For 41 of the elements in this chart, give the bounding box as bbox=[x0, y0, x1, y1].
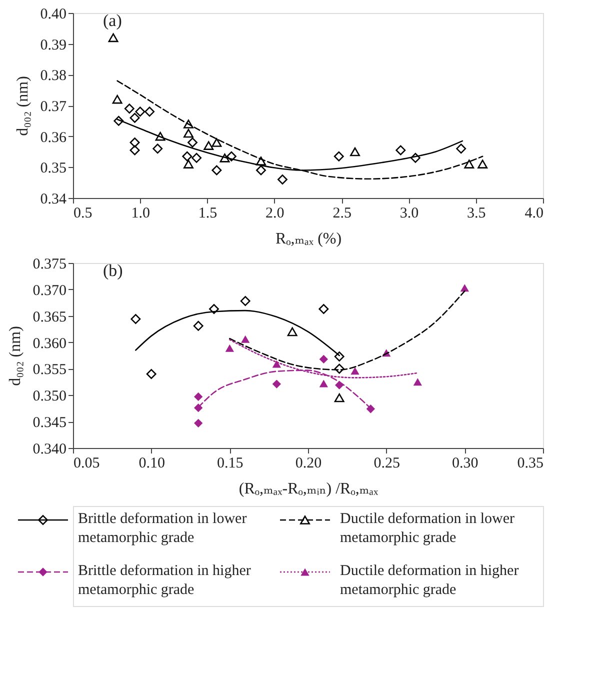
y-tick-label: 0.40 bbox=[40, 6, 66, 22]
y-tick-label: 0.36 bbox=[40, 130, 67, 146]
y-tick-label: 0.35 bbox=[40, 160, 66, 177]
y-axis-title: d₀₀₂ (nm) bbox=[14, 76, 32, 136]
y-tick-label: 0.38 bbox=[40, 68, 66, 84]
x-tick-label: 3.0 bbox=[400, 206, 419, 222]
legend-label: Ductile deformation in lower metamorphic grade bbox=[340, 511, 515, 546]
y-tick-label: 0.39 bbox=[40, 37, 66, 54]
x-axis-title: Rₒ,ₘₐₓ (%) bbox=[275, 230, 342, 248]
y-tick-label: 0.370 bbox=[32, 282, 66, 299]
x-tick-label: 0.15 bbox=[217, 456, 244, 472]
x-tick-label: 0.5 bbox=[74, 206, 92, 222]
legend-label: Ductile deformation in higher metamorphic grade bbox=[340, 563, 519, 598]
x-tick-label: 0.35 bbox=[517, 456, 544, 472]
x-tick-label: 0.20 bbox=[295, 456, 322, 472]
x-tick-label: 0.10 bbox=[138, 456, 165, 472]
x-tick-label: 1.5 bbox=[198, 206, 218, 222]
x-axis-title: (Rₒ,ₘₐₓ-Rₒ,ₘᵢₙ) /Rₒ,ₘₐₓ bbox=[238, 480, 378, 498]
legend-label: Brittle deformation in higher metamorphic grade bbox=[78, 563, 251, 598]
y-tick-label: 0.37 bbox=[40, 99, 67, 115]
chart-title: (a) bbox=[103, 11, 122, 30]
x-tick-label: 2.0 bbox=[266, 206, 284, 222]
y-tick-label: 0.340 bbox=[32, 442, 66, 458]
y-axis-title: d₀₀₂ (nm) bbox=[6, 326, 24, 386]
x-tick-label: 1.0 bbox=[131, 206, 150, 222]
legend-label: Brittle deformation in lower metamorphic grade bbox=[78, 511, 247, 546]
y-tick-label: 0.355 bbox=[32, 362, 66, 378]
x-tick-label: 2.5 bbox=[332, 206, 352, 222]
y-tick-label: 0.350 bbox=[32, 388, 66, 405]
y-tick-label: 0.360 bbox=[32, 336, 66, 352]
x-tick-label: 0.05 bbox=[74, 456, 100, 472]
y-tick-label: 0.345 bbox=[32, 415, 66, 432]
y-tick-label: 0.34 bbox=[40, 192, 67, 208]
line-series bbox=[116, 80, 484, 180]
chart-title: (b) bbox=[103, 261, 123, 280]
y-tick-label: 0.365 bbox=[32, 309, 66, 326]
x-tick-label: 0.30 bbox=[452, 456, 478, 472]
x-tick-label: 4.0 bbox=[524, 206, 544, 222]
y-tick-label: 0.375 bbox=[32, 256, 66, 272]
x-tick-label: 3.5 bbox=[466, 206, 486, 222]
x-tick-label: 0.25 bbox=[374, 456, 400, 472]
